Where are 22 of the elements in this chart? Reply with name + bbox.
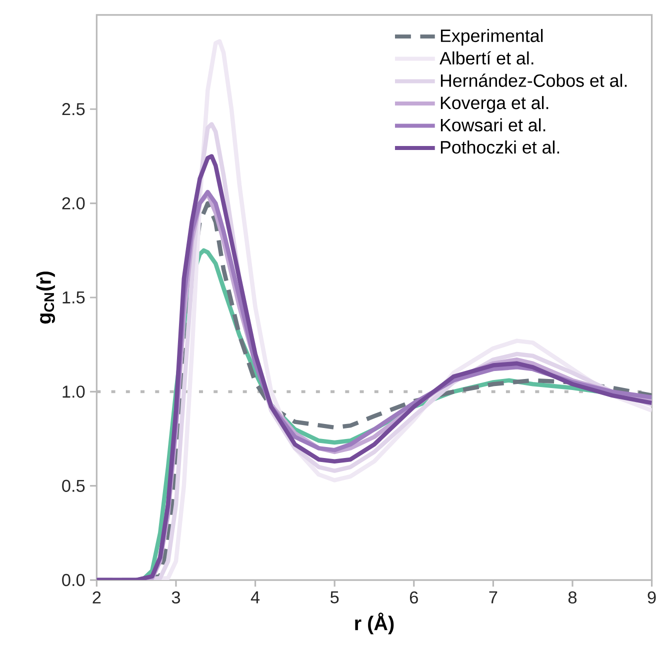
text: g$_{CN}$(r): [36, 272, 56, 324]
x-tick-label: 3: [172, 591, 180, 604]
x-tick-label: 2: [92, 591, 101, 604]
y-tick-label: 2.0: [62, 197, 85, 210]
y-tick-label: 1.0: [62, 386, 85, 398]
legend-label: Pothoczki et al.: [440, 140, 560, 154]
y-tick-label: 2.5: [62, 103, 85, 116]
x-tick-label: 7: [489, 591, 498, 604]
y-tick-label: 0.0: [62, 574, 85, 586]
x-axis-title: r (Å): [355, 612, 394, 634]
legend-label: Albertí et al.: [440, 51, 534, 65]
legend-label: Kowsari et al.: [440, 118, 546, 132]
y-tick-label: 0.5: [62, 480, 85, 492]
x-tick-label: 4: [250, 591, 260, 604]
x-tick-label: 6: [410, 591, 418, 604]
legend-label: Hernández-Cobos et al.: [440, 74, 627, 88]
x-tick-label: 9: [648, 591, 656, 604]
legend-label: Koverga et al.: [440, 96, 548, 113]
y-tick-label: 1.5: [62, 292, 85, 304]
x-tick-label: 8: [568, 591, 577, 604]
x-tick-label: 5: [330, 591, 339, 604]
legend-label: Experimental: [440, 29, 543, 46]
